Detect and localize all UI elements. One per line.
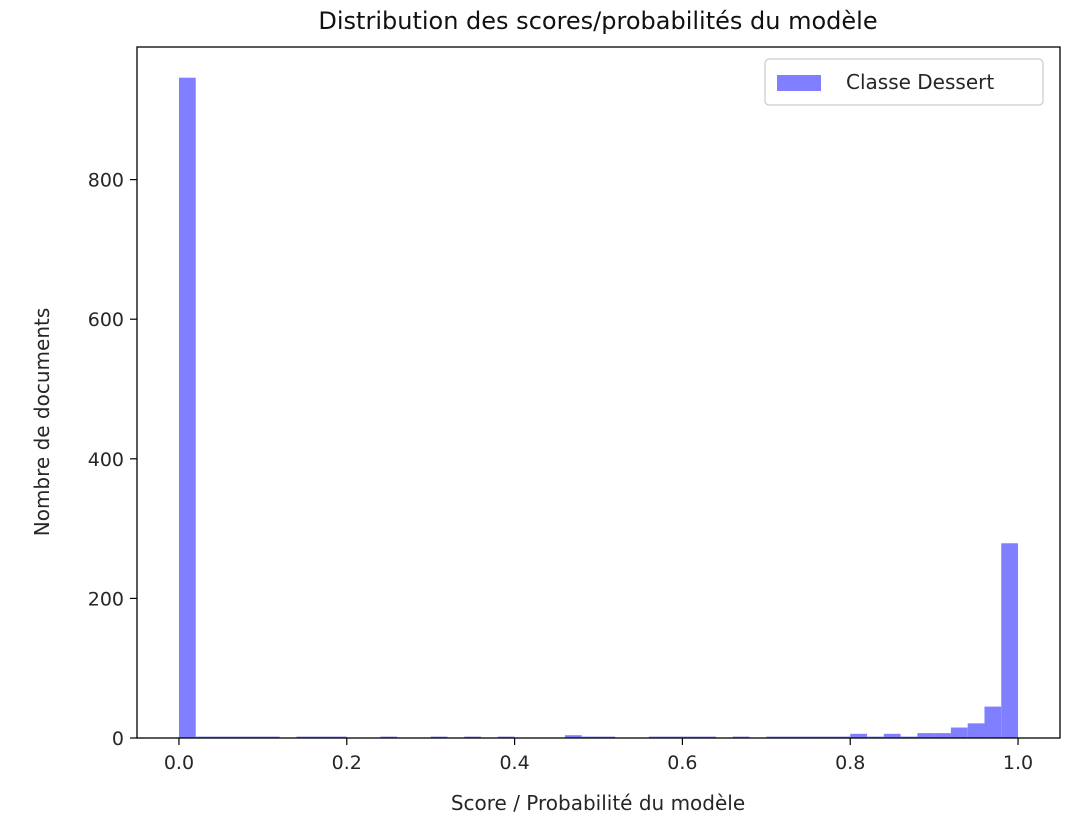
- histogram-bar: [799, 736, 817, 738]
- histogram-bars: [178, 77, 1019, 738]
- y-tick-label: 600: [88, 309, 124, 331]
- y-axis-label: Nombre de documents: [30, 308, 54, 537]
- plot-area: 0.0 0.2 0.4 0.6 0.8 1.0 0 200 400 600 800: [88, 46, 1061, 774]
- histogram-bar: [464, 736, 482, 738]
- plot-frame: [136, 46, 1061, 739]
- x-tick-label: 0.8: [835, 752, 865, 774]
- y-tick-label: 800: [88, 170, 124, 192]
- histogram-bar: [229, 736, 247, 738]
- histogram-bar: [766, 736, 784, 738]
- y-tick-label: 400: [88, 449, 124, 471]
- histogram-bar: [732, 736, 750, 738]
- histogram-bar: [816, 736, 834, 738]
- histogram-bar: [833, 736, 851, 738]
- histogram-bar: [246, 736, 263, 738]
- histogram-bar: [212, 736, 230, 738]
- y-axis-ticks: 0 200 400 600 800: [88, 170, 137, 750]
- histogram-bar: [178, 77, 196, 738]
- histogram-bar: [1001, 543, 1019, 738]
- y-tick-label: 0: [112, 728, 124, 750]
- histogram-bar: [380, 736, 398, 738]
- x-tick-label: 0.4: [499, 752, 529, 774]
- legend-box: [764, 58, 1044, 106]
- histogram-bar: [564, 735, 582, 738]
- x-tick-label: 0.0: [164, 752, 194, 774]
- histogram-bar: [296, 736, 314, 738]
- histogram-bar: [581, 736, 599, 738]
- histogram-bar: [329, 736, 347, 738]
- histogram-bar: [850, 733, 868, 738]
- y-tick-label: 200: [88, 588, 124, 610]
- histogram-bar: [917, 733, 935, 738]
- histogram-bar: [665, 736, 683, 738]
- histogram-bar: [900, 736, 918, 738]
- x-axis-label: Score / Probabilité du modèle: [451, 791, 745, 815]
- histogram-bar: [950, 727, 968, 738]
- x-axis-ticks: 0.0 0.2 0.4 0.6 0.8 1.0: [164, 738, 1033, 774]
- legend-swatch: [777, 75, 821, 91]
- histogram-bar: [783, 736, 800, 738]
- histogram-bar: [195, 736, 213, 738]
- histogram-bar: [934, 733, 951, 738]
- histogram-bar: [967, 723, 985, 738]
- chart-title: Distribution des scores/probabilités du …: [318, 7, 877, 35]
- x-tick-label: 0.2: [332, 752, 362, 774]
- histogram-bar: [648, 736, 666, 738]
- x-tick-label: 1.0: [1003, 752, 1033, 774]
- histogram-bar: [699, 736, 716, 738]
- histogram-bar: [262, 736, 280, 738]
- histogram-bar: [867, 736, 884, 738]
- legend-label: Classe Dessert: [846, 70, 994, 94]
- histogram-bar: [598, 736, 616, 738]
- histogram-bar: [430, 736, 448, 738]
- histogram-bar: [682, 736, 700, 738]
- x-tick-label: 0.6: [667, 752, 697, 774]
- histogram-bar: [497, 736, 515, 738]
- histogram-bar: [984, 706, 1002, 738]
- histogram-bar: [883, 733, 901, 738]
- legend: Classe Dessert: [764, 58, 1044, 106]
- histogram-bar: [313, 736, 330, 738]
